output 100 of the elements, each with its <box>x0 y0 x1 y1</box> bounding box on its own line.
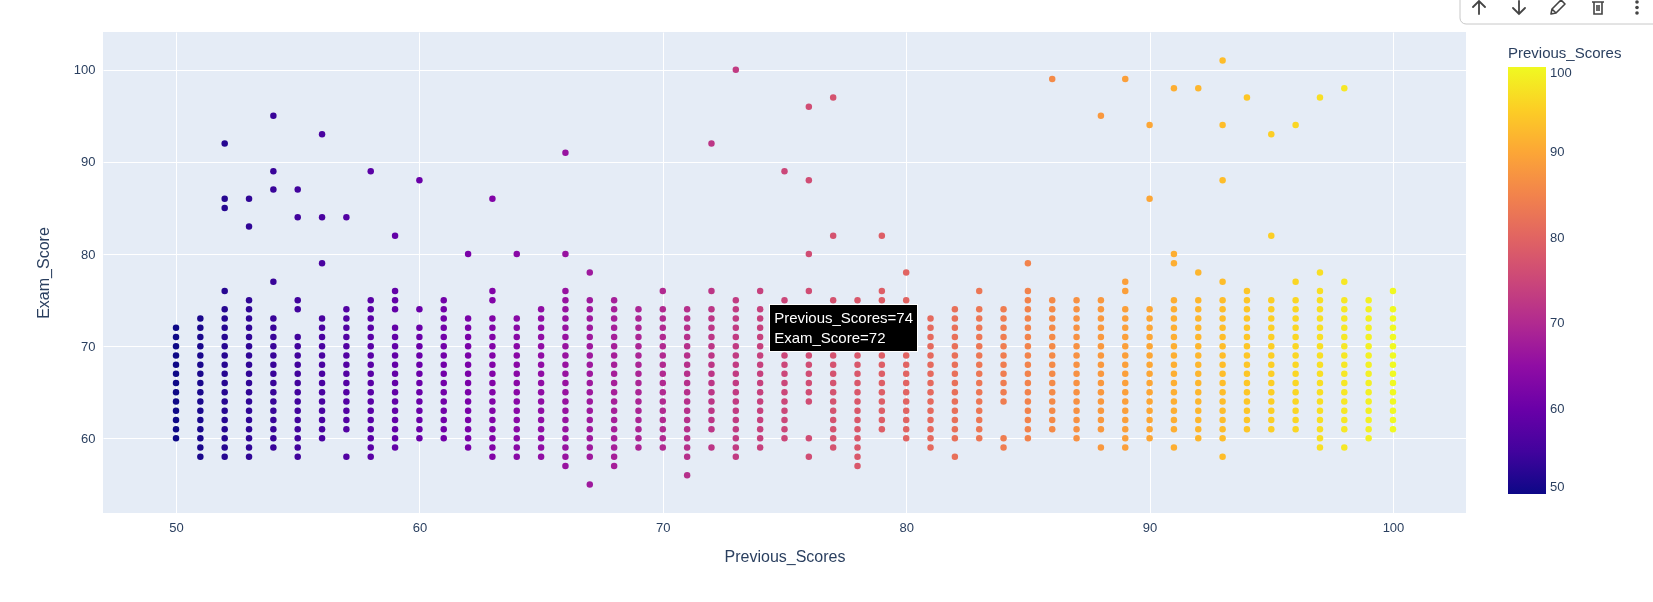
point <box>464 361 472 368</box>
point <box>440 306 447 313</box>
point <box>610 333 618 341</box>
point <box>586 389 594 396</box>
point <box>635 416 642 424</box>
point <box>1268 398 1275 405</box>
point <box>951 398 959 405</box>
x-tick-label: 60 <box>412 519 428 535</box>
point <box>829 407 837 414</box>
point <box>1341 306 1348 313</box>
point <box>951 453 959 461</box>
point <box>659 315 667 322</box>
point <box>1048 425 1056 433</box>
point <box>1024 260 1032 267</box>
point <box>1268 416 1275 424</box>
point <box>489 407 496 414</box>
point <box>683 398 691 405</box>
point <box>1365 389 1372 396</box>
color-bar-label: 50 <box>1550 479 1565 494</box>
point <box>829 435 837 442</box>
point <box>610 435 618 442</box>
point <box>172 398 180 405</box>
point <box>245 324 253 332</box>
point <box>294 416 301 424</box>
point <box>221 361 228 368</box>
point <box>343 306 350 313</box>
point <box>294 361 301 368</box>
point <box>878 352 886 359</box>
point <box>1292 342 1299 350</box>
point <box>294 296 301 304</box>
point <box>1268 389 1275 396</box>
point <box>513 370 521 378</box>
point <box>635 361 642 368</box>
point <box>1024 333 1032 341</box>
point <box>1048 398 1056 405</box>
point <box>659 389 667 396</box>
point <box>391 352 399 359</box>
point <box>756 352 764 359</box>
point <box>902 370 910 378</box>
point <box>270 167 277 175</box>
point <box>1146 121 1153 129</box>
point <box>440 425 447 433</box>
point <box>756 444 764 451</box>
point <box>708 444 715 451</box>
point <box>805 177 813 184</box>
point <box>562 416 569 424</box>
point <box>1365 315 1372 322</box>
point <box>1024 342 1032 350</box>
point <box>464 250 472 258</box>
point <box>732 352 740 359</box>
point <box>391 342 399 350</box>
point <box>1268 379 1275 387</box>
point <box>537 352 545 359</box>
point <box>221 315 228 322</box>
point <box>197 398 204 405</box>
point <box>902 425 910 433</box>
point <box>1268 370 1275 378</box>
point <box>781 361 788 368</box>
point <box>1146 425 1153 433</box>
point <box>635 324 642 332</box>
point <box>635 342 642 350</box>
point <box>586 342 594 350</box>
point <box>927 315 934 322</box>
point <box>416 352 423 359</box>
point <box>343 213 350 221</box>
point <box>537 315 545 322</box>
point <box>586 444 594 451</box>
point <box>902 398 910 405</box>
point <box>708 306 715 313</box>
point <box>586 398 594 405</box>
point <box>1097 361 1105 368</box>
point <box>367 444 374 451</box>
point <box>878 389 886 396</box>
point <box>245 361 253 368</box>
point <box>1122 425 1129 433</box>
point <box>1146 342 1153 350</box>
point <box>756 379 764 387</box>
point <box>732 425 740 433</box>
point <box>635 352 642 359</box>
point <box>1389 352 1397 359</box>
point <box>1122 444 1129 451</box>
point <box>1024 425 1032 433</box>
point <box>537 416 545 424</box>
point <box>464 379 472 387</box>
point <box>683 435 691 442</box>
point <box>1146 324 1153 332</box>
point <box>245 195 253 203</box>
point <box>1316 287 1324 295</box>
point <box>367 315 374 322</box>
point <box>367 453 374 461</box>
point <box>172 435 180 442</box>
point <box>975 407 983 414</box>
point <box>975 389 983 396</box>
point <box>343 453 350 461</box>
point <box>586 425 594 433</box>
point <box>805 361 813 368</box>
point <box>902 407 910 414</box>
point <box>975 333 983 341</box>
point <box>1365 407 1372 414</box>
point <box>1268 232 1275 239</box>
